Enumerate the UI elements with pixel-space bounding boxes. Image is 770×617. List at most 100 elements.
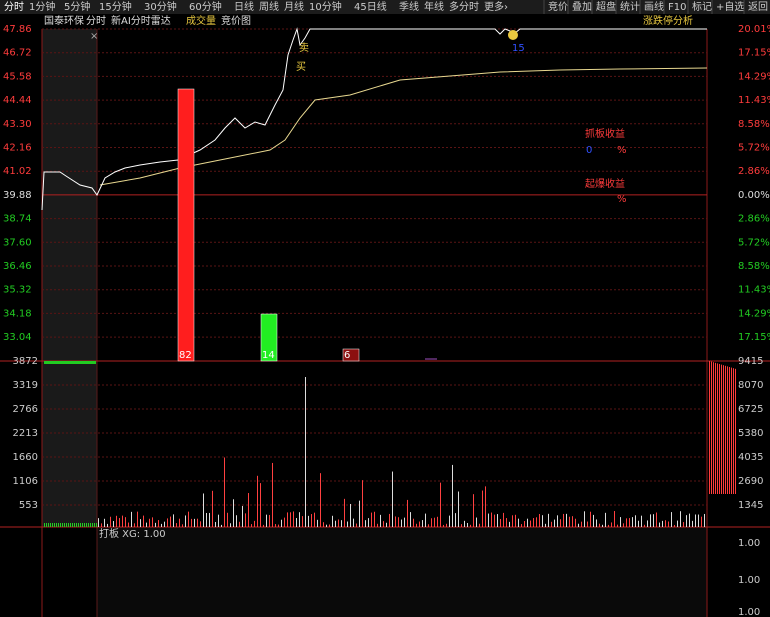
bottom-label: 1.00 — [738, 575, 760, 586]
volume-bar — [653, 514, 654, 527]
price-label: 39.88 — [3, 190, 32, 201]
toolbar-tab[interactable]: F10 — [668, 2, 686, 13]
volume-bar — [599, 523, 600, 527]
volume-bar — [488, 513, 489, 527]
pct-label: 20.01% — [738, 24, 770, 35]
volume-bar — [497, 514, 498, 527]
volume-bar — [176, 523, 177, 527]
toolbar-tab[interactable]: 超盘 — [596, 0, 616, 13]
volume-bar — [248, 493, 249, 527]
close-volume — [709, 361, 710, 494]
price-label: 33.04 — [3, 332, 32, 343]
volume-bar — [449, 515, 450, 527]
price-label: 36.46 — [3, 261, 32, 272]
price-label: 35.32 — [3, 285, 32, 296]
limit-analysis[interactable]: 涨跌停分析 — [643, 14, 693, 27]
toolbar-tab[interactable]: 竞价 — [548, 0, 568, 13]
pct-label: 0.00% — [738, 190, 770, 201]
volume-bar — [569, 516, 570, 527]
auction-small — [44, 361, 96, 364]
toolbar-tab[interactable]: 60分钟 — [189, 0, 222, 13]
toolbar-tab[interactable]: 标记 — [692, 1, 712, 13]
toolbar-tab[interactable]: 多分时 — [449, 0, 479, 13]
volume-bar — [347, 521, 348, 527]
volume-bar — [113, 521, 114, 527]
volume-bar — [296, 518, 297, 527]
smile-icon — [508, 30, 518, 40]
toolbar-tab[interactable]: 15分钟 — [99, 0, 132, 13]
volume-bar — [119, 518, 120, 527]
volume-bar — [500, 518, 501, 527]
volume-bar — [137, 511, 138, 527]
volume-bar — [287, 512, 288, 527]
volume-bar — [311, 514, 312, 527]
volume-bar — [170, 516, 171, 527]
toolbar-tab[interactable]: 分时 — [4, 1, 24, 13]
toolbar-tab[interactable]: 日线 — [234, 0, 254, 13]
toolbar-tab[interactable]: 画线 — [644, 0, 664, 13]
header-item[interactable]: 竞价图 — [221, 14, 251, 27]
toolbar-bg — [0, 0, 770, 14]
volume-right-label: 2690 — [738, 476, 763, 487]
volume-bar — [554, 519, 555, 527]
toolbar-tab[interactable]: 月线 — [284, 0, 304, 13]
volume-bar — [206, 512, 207, 527]
header-item[interactable]: 新AI分时雷达 — [111, 14, 171, 27]
volume-label: 1106 — [13, 476, 38, 487]
volume-bar — [278, 524, 279, 527]
volume-bar — [431, 518, 432, 527]
price-label: 44.44 — [3, 95, 32, 106]
volume-bar — [212, 490, 213, 527]
toolbar-tab[interactable]: +自选 — [716, 0, 744, 13]
header-item[interactable]: 成交量 — [186, 14, 216, 27]
sell-marker: 卖 — [299, 42, 309, 54]
volume-bar — [608, 524, 609, 527]
auction-volume — [68, 523, 69, 527]
bottom-label: 1.00 — [738, 607, 760, 617]
toolbar-tab[interactable]: 1分钟 — [29, 0, 55, 13]
toolbar-tab[interactable]: 10分钟 — [309, 0, 342, 13]
toolbar-tab[interactable]: 5分钟 — [64, 0, 90, 13]
toolbar-tab[interactable]: 更多› — [484, 0, 508, 13]
volume-bar — [674, 524, 675, 527]
volume-bar — [335, 520, 336, 527]
signal-bar — [342, 348, 360, 362]
volume-bar — [161, 523, 162, 527]
stock-name: 国泰环保 — [44, 14, 84, 27]
volume-bar — [326, 524, 327, 527]
toolbar-tab[interactable]: 45日线 — [354, 0, 387, 13]
toolbar-tab[interactable]: 统计 — [620, 0, 640, 13]
header-item[interactable]: 分时 — [86, 15, 106, 27]
volume-bar — [584, 511, 585, 527]
volume-bar — [428, 524, 429, 527]
toolbar-tab[interactable]: 叠加 — [572, 1, 592, 13]
volume-bar — [401, 519, 402, 527]
volume-bar — [299, 512, 300, 527]
volume-bar — [575, 518, 576, 527]
volume-bar — [221, 524, 222, 527]
toolbar-tab[interactable]: 30分钟 — [144, 0, 177, 13]
volume-label: 2766 — [13, 404, 38, 415]
volume-bar — [143, 515, 144, 527]
volume-bar — [131, 511, 132, 527]
volume-bar — [485, 486, 486, 527]
price-label: 46.72 — [3, 48, 32, 59]
toolbar-tab[interactable]: 周线 — [259, 0, 279, 13]
price-label: 45.58 — [3, 71, 32, 82]
volume-right-label: 1345 — [738, 500, 763, 511]
volume-bar — [263, 524, 264, 527]
volume-bar — [380, 514, 381, 527]
volume-bar — [443, 524, 444, 527]
toolbar-tab[interactable]: 季线 — [399, 0, 419, 13]
volume-bar — [395, 516, 396, 527]
volume-bar — [203, 493, 204, 527]
volume-bar — [644, 524, 645, 527]
close-icon[interactable]: × — [90, 31, 98, 42]
volume-bar — [536, 517, 537, 527]
toolbar-tab[interactable]: 返回 — [748, 1, 768, 13]
volume-bar — [383, 521, 384, 527]
volume-bar — [149, 518, 150, 527]
price-label: 38.74 — [3, 214, 32, 225]
volume-bar — [542, 515, 543, 527]
toolbar-tab[interactable]: 年线 — [424, 0, 444, 13]
